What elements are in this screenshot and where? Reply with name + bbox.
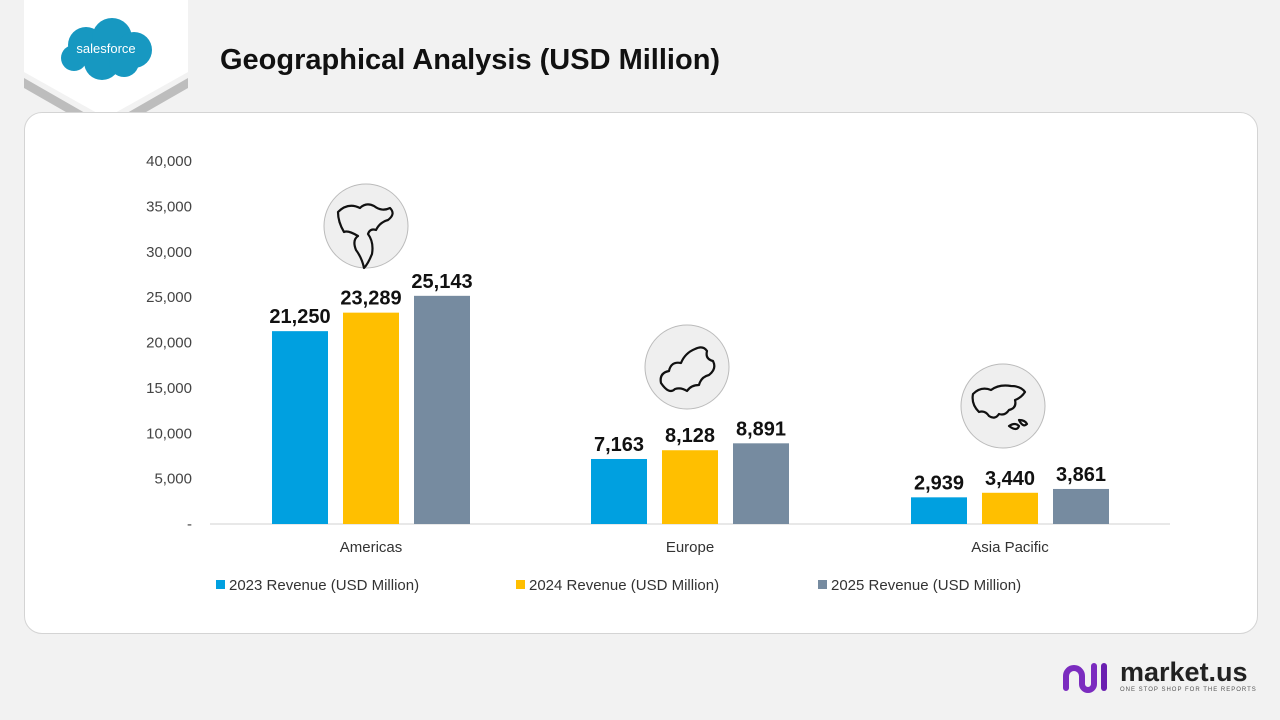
chart-card xyxy=(24,112,1258,634)
y-tick-label: 5,000 xyxy=(154,471,192,488)
data-label: 3,861 xyxy=(1056,464,1106,486)
bar xyxy=(1053,488,1109,524)
data-label: 7,163 xyxy=(594,434,644,456)
y-tick-label: 30,000 xyxy=(146,244,192,261)
category-icon asia-pacific-map-icon xyxy=(960,363,1046,449)
legend-swatch xyxy=(216,580,225,589)
data-label: 23,289 xyxy=(340,288,401,310)
y-tick-label: 20,000 xyxy=(146,335,192,352)
salesforce-badge: salesforce xyxy=(24,0,188,135)
y-tick-label: 35,000 xyxy=(146,198,192,215)
y-tick-label: 25,000 xyxy=(146,289,192,306)
category-icon americas-map-icon xyxy=(323,183,409,270)
y-tick-label: 15,000 xyxy=(146,380,192,397)
bar xyxy=(272,331,328,524)
legend-swatch xyxy=(516,580,525,589)
legend-label: 2024 Revenue (USD Million) xyxy=(529,577,719,594)
x-tick-label: Asia Pacific xyxy=(971,539,1049,556)
data-label: 21,250 xyxy=(269,306,330,328)
y-tick-label: 40,000 xyxy=(146,153,192,170)
data-label: 2,939 xyxy=(914,472,964,494)
bar xyxy=(733,443,789,524)
category-icon europe-map-icon xyxy=(644,324,730,410)
legend-swatch xyxy=(818,580,827,589)
bar xyxy=(662,450,718,524)
x-tick-label: Americas xyxy=(340,539,403,556)
data-label: 3,440 xyxy=(985,468,1035,490)
legend-label: 2023 Revenue (USD Million) xyxy=(229,577,419,594)
salesforce-logo xyxy=(61,18,152,80)
data-label: 8,128 xyxy=(665,425,715,447)
legend-label: 2025 Revenue (USD Million) xyxy=(831,577,1021,594)
bar xyxy=(414,295,470,524)
market-us-logo-icon xyxy=(1063,663,1107,693)
bar xyxy=(982,492,1038,524)
y-tick-label: 10,000 xyxy=(146,425,192,442)
bar xyxy=(591,458,647,524)
bar xyxy=(911,497,967,524)
y-tick-label: - xyxy=(187,516,192,533)
bar xyxy=(343,312,399,524)
market-us-logo: market.us ONE STOP SHOP FOR THE REPORTS xyxy=(1062,658,1257,694)
data-label: 25,143 xyxy=(411,271,472,293)
svg-text:salesforce: salesforce xyxy=(76,41,135,56)
data-label: 8,891 xyxy=(736,418,786,440)
chart-title: Geographical Analysis (USD Million) xyxy=(220,44,721,76)
x-tick-label: Europe xyxy=(666,539,714,556)
